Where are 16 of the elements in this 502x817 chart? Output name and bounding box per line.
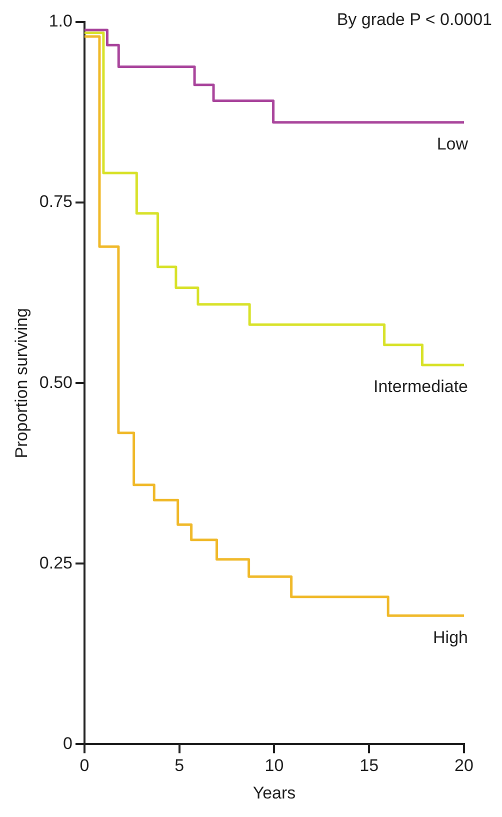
series-label: Low (436, 134, 469, 154)
y-tick-label: 0 (63, 734, 72, 753)
y-tick-label: 1.0 (48, 12, 72, 31)
x-tick-label: 20 (454, 756, 474, 776)
series-label: Intermediate (374, 377, 468, 396)
annotation: By grade P < 0.0001 (336, 10, 492, 30)
x-tick-label: 0 (80, 756, 90, 776)
x-tick-label: 15 (360, 756, 379, 776)
x-tick-label: 5 (174, 756, 184, 776)
y-tick-label: 0.50 (39, 372, 72, 392)
y-axis-title: Proportion surviving (12, 308, 31, 458)
x-tick-label: 10 (264, 756, 284, 776)
series-label: High (433, 628, 468, 647)
x-axis-title: Years (252, 783, 296, 802)
y-tick-label: 0.75 (39, 192, 72, 212)
y-tick-label: 0.25 (39, 553, 72, 572)
